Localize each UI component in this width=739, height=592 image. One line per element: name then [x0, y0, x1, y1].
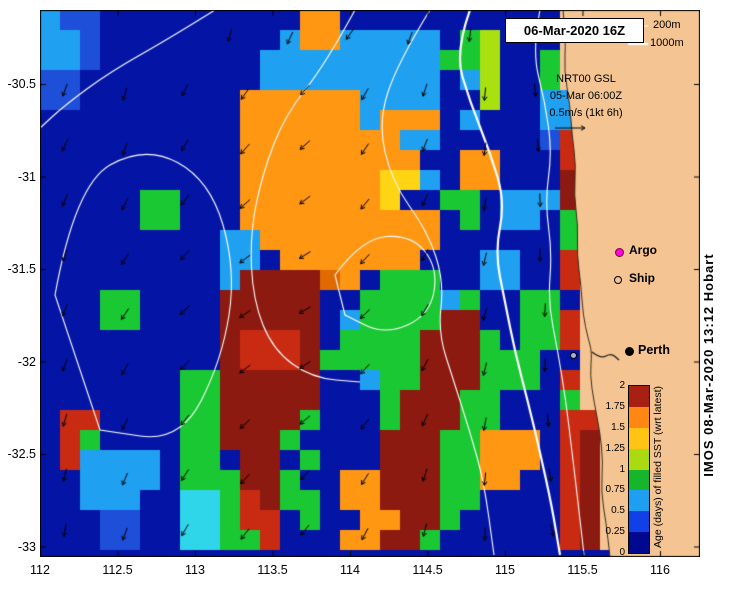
colorbar-tick-label: 2: [619, 380, 625, 391]
y-tick-label: -31: [17, 169, 36, 184]
colorbar-segment: [629, 469, 649, 491]
colorbar-tick-label: 1: [619, 463, 625, 475]
sst-age-map-canvas: [40, 10, 700, 557]
model-name-label: NRT00 GSL: [556, 73, 616, 85]
colorbar-tick-label: 1.5: [611, 421, 625, 433]
colorbar-tick-label: 0.25: [605, 526, 625, 538]
y-tick-label: -32: [17, 354, 36, 369]
date-title-box: 06-Mar-2020 16Z: [505, 18, 644, 43]
x-tick-label: 113.5: [257, 563, 288, 577]
colorbar-segment: [629, 406, 649, 428]
colorbar-segment: [629, 511, 649, 533]
y-tick-label: -32.5: [7, 447, 37, 461]
ship-position-marker-icon: [570, 352, 577, 359]
colorbar-title: Age (days) of filled SST (wrt latest): [652, 385, 664, 549]
y-tick-label: -30.5: [7, 77, 37, 91]
colorbar-segment: [629, 386, 649, 407]
x-tick-label: 114: [340, 563, 360, 577]
x-tick-label: 112.5: [102, 563, 133, 577]
vector-scale-label: 0.5m/s (1kt 6h): [549, 107, 623, 119]
y-tick-label: -31.5: [7, 262, 37, 276]
argo-marker-icon: [615, 248, 624, 257]
imos-credit-text: IMOS 08-Mar-2020 13:12 Hobart: [701, 253, 716, 477]
colorbar-segment: [629, 532, 649, 553]
x-tick-label: 115: [495, 563, 515, 577]
colorbar-segment: [629, 448, 649, 470]
ship-legend-label: Ship: [629, 271, 655, 285]
model-valid-time-label: 05-Mar 06:00Z: [549, 90, 623, 102]
isobath-1000m-label: 1000m: [650, 37, 684, 49]
x-tick-label: 114.5: [412, 563, 443, 577]
x-tick-label: 113: [185, 563, 205, 577]
perth-city-dot-icon: [625, 347, 634, 356]
colorbar-segment: [629, 427, 649, 449]
colorbar-tick-label: 0.75: [605, 484, 625, 496]
colorbar-tick-label: 0.5: [611, 505, 625, 517]
perth-city-label: Perth: [638, 343, 670, 357]
isobath-200m-label: 200m: [653, 19, 681, 31]
colorbar-tick-label: 1.25: [605, 442, 625, 454]
argo-legend-label: Argo: [629, 243, 657, 257]
y-tick-label: -33: [17, 539, 36, 554]
colorbar: [628, 385, 650, 554]
colorbar-tick-label: 1.75: [605, 400, 625, 412]
colorbar-tick-label: 0: [619, 547, 625, 558]
ship-marker-icon: [614, 276, 622, 284]
x-tick-label: 115.5: [567, 563, 598, 577]
x-tick-label: 116: [650, 563, 670, 577]
colorbar-segment: [629, 490, 649, 512]
x-tick-label: 112: [30, 563, 50, 577]
